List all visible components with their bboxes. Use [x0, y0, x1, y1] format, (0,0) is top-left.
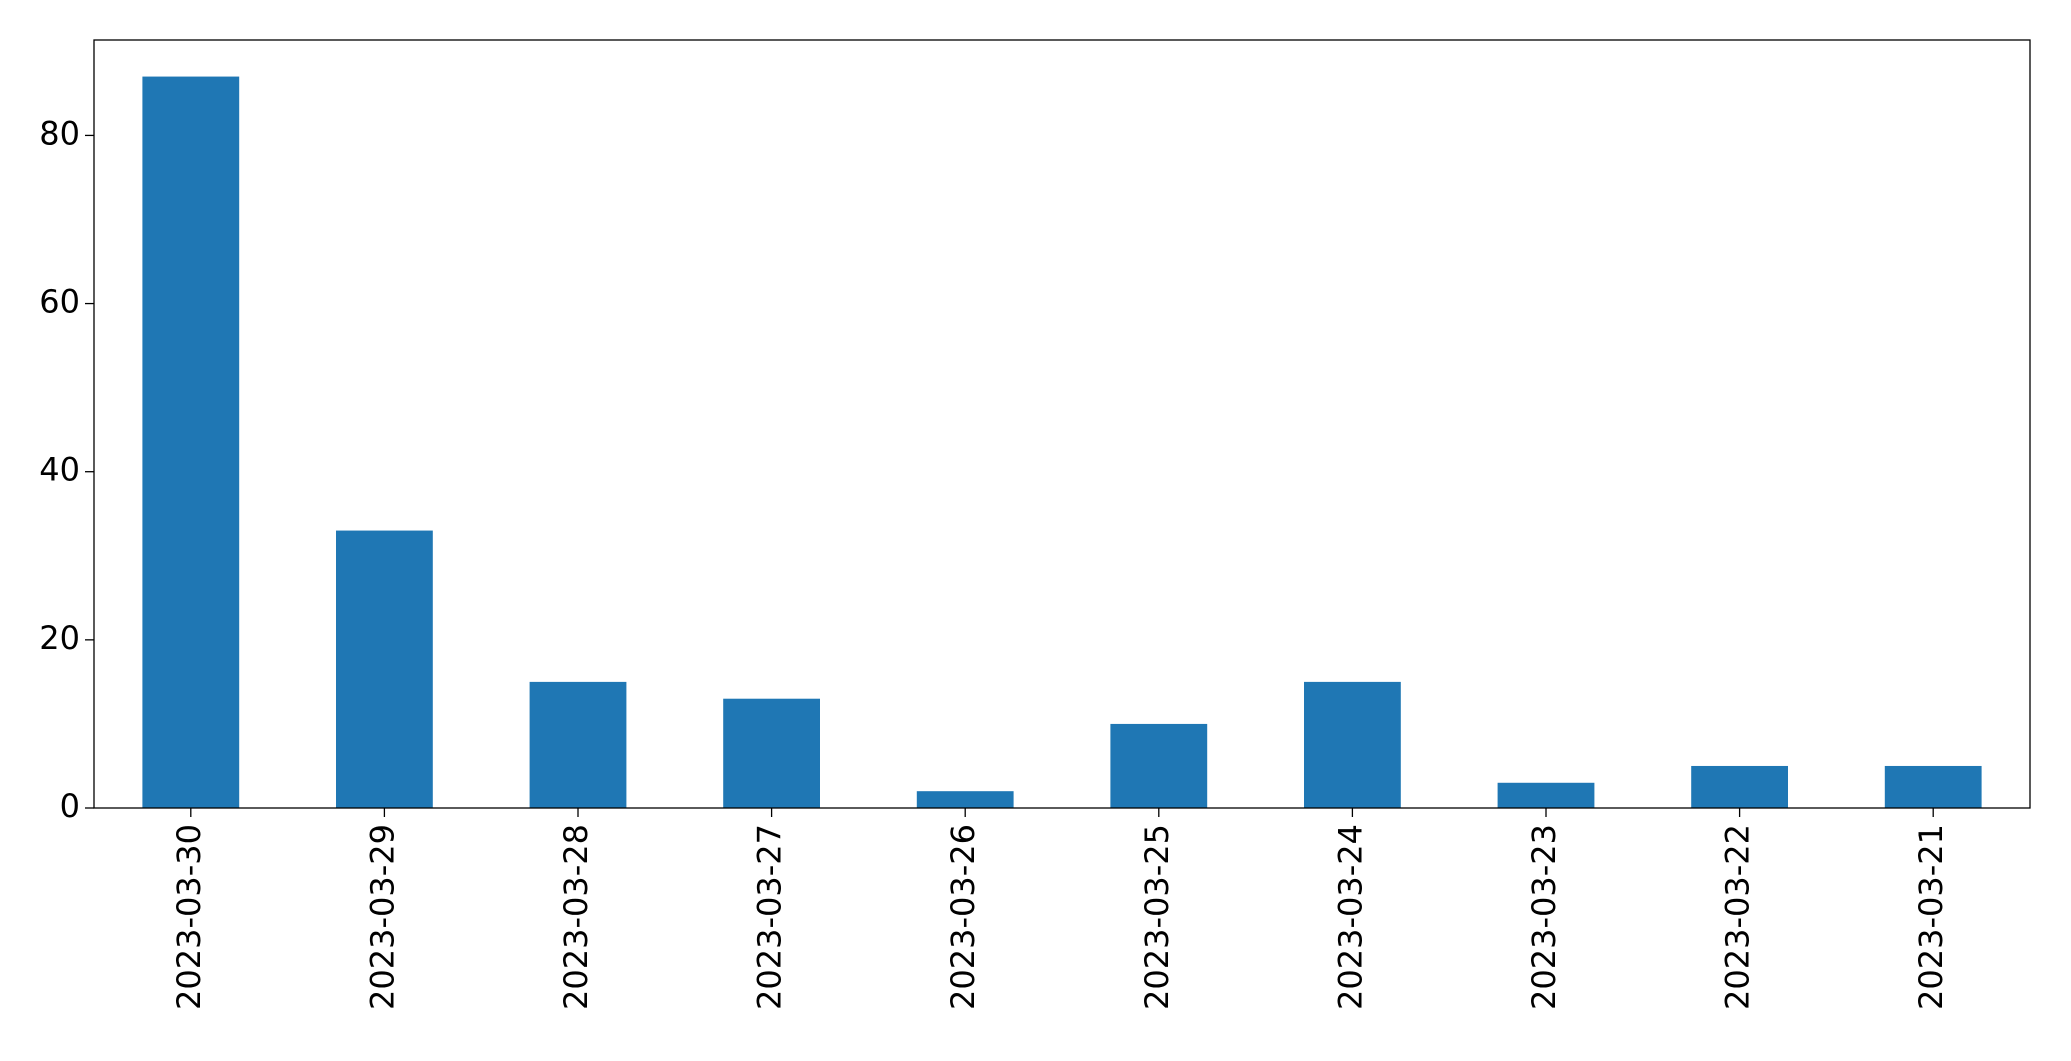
bar — [1691, 765, 1788, 808]
x-tick-label: 2023-03-24 — [1331, 824, 1369, 1010]
bar — [529, 681, 627, 808]
x-tick-label: 2023-03-25 — [1138, 824, 1176, 1010]
plot-frame — [93, 39, 2031, 809]
bar — [1497, 782, 1595, 808]
x-tick-label: 2023-03-29 — [363, 824, 401, 1010]
bar — [1884, 765, 1982, 808]
bar — [336, 530, 433, 808]
x-tick-label: 2023-03-30 — [170, 824, 208, 1010]
bar — [1110, 723, 1208, 808]
y-tick-label: 80 — [39, 114, 80, 152]
y-tick-label: 40 — [39, 451, 80, 489]
bar — [916, 791, 1014, 808]
x-tick-label: 2023-03-23 — [1525, 824, 1563, 1010]
x-tick-label: 2023-03-22 — [1719, 824, 1757, 1010]
bar — [723, 698, 820, 808]
bar — [1304, 681, 1401, 808]
y-tick-label: 0 — [60, 787, 80, 825]
x-tick-label: 2023-03-21 — [1912, 824, 1950, 1010]
bar — [142, 76, 240, 809]
x-tick-label: 2023-03-27 — [751, 824, 789, 1010]
x-tick-label: 2023-03-28 — [557, 824, 595, 1010]
y-tick-label: 60 — [39, 283, 80, 321]
x-tick-label: 2023-03-26 — [944, 824, 982, 1010]
y-tick-label: 20 — [39, 619, 80, 657]
